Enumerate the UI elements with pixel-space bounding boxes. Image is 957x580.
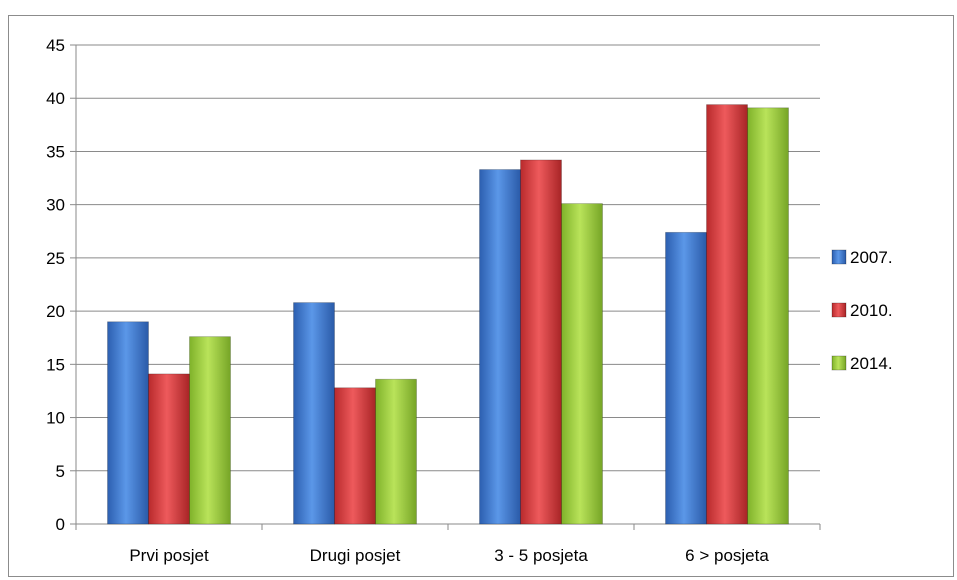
bar-2007-4 [665,231,707,525]
x-tick-label: Drugi posjet [310,546,401,565]
bar-2010-3 [520,159,562,525]
bar-2010-4 [706,104,748,525]
y-tick-label: 45 [46,36,65,55]
bar-2014-1 [189,336,231,525]
bar-2014-3 [561,203,603,525]
legend-swatch [831,249,847,265]
bar-2014-2 [375,378,417,525]
legend-label: 2010. [850,301,893,320]
legend-label: 2007. [850,248,893,267]
legend-swatch [831,355,847,371]
y-tick-label: 40 [46,89,65,108]
bar-2010-1 [148,373,190,525]
bar-2007-3 [479,169,521,525]
y-tick-label: 25 [46,249,65,268]
chart-frame: 0 5 10 15 20 25 30 35 40 45 Prvi posjet Drugi posje… [8,15,954,577]
x-tick-label: 3 - 5 posjeta [494,546,588,565]
bar-chart: 0 5 10 15 20 25 30 35 40 45 Prvi posjet Drugi posje… [46,36,893,565]
bar-2007-2 [293,302,335,525]
y-tick-label: 35 [46,142,65,161]
tick-labels: 0 5 10 15 20 25 30 35 40 45 Prvi posjet Drugi posje… [46,36,769,565]
bar-2007-1 [107,321,149,525]
legend-label: 2014. [850,354,893,373]
bars [107,104,789,525]
y-tick-label: 30 [46,196,65,215]
legend-swatch [831,302,847,318]
y-tick-label: 15 [46,355,65,374]
y-tick-label: 20 [46,302,65,321]
x-tick-label: 6 > posjeta [685,546,769,565]
x-tick-label: Prvi posjet [129,546,209,565]
y-tick-label: 5 [56,462,65,481]
legend: 2007. 2010. 2014. [831,248,893,373]
bar-2014-4 [747,107,789,525]
bar-2010-2 [334,387,376,525]
y-tick-label: 10 [46,409,65,428]
y-tick-label: 0 [56,515,65,534]
